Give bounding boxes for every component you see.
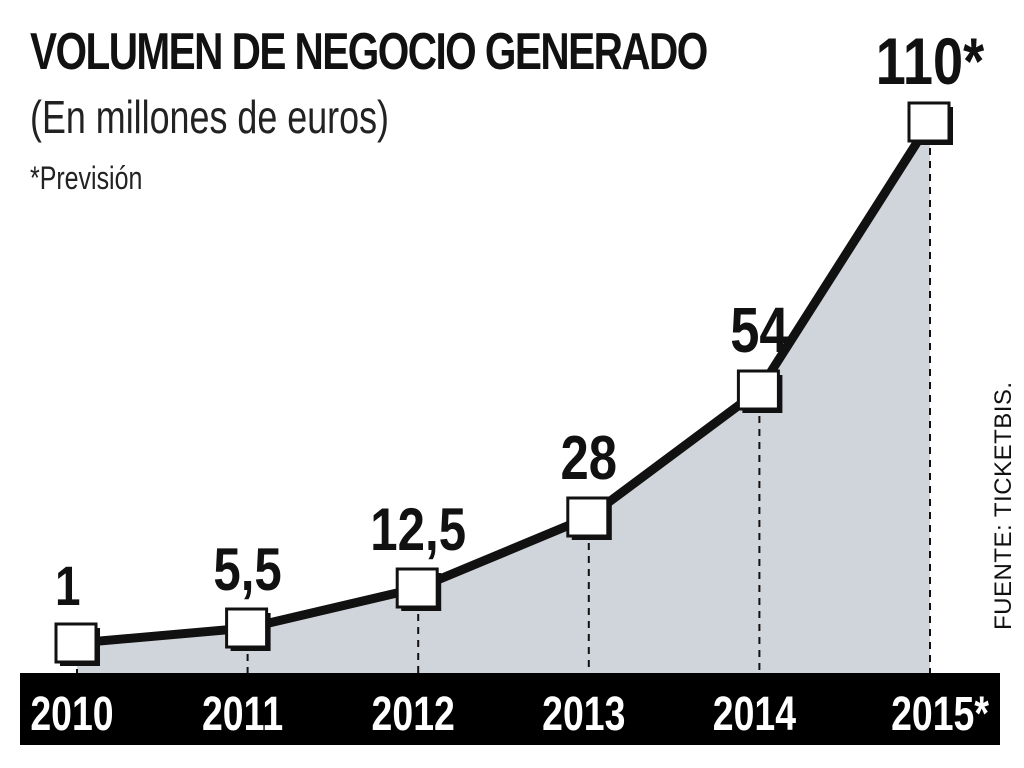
value-label-2011: 5,5 <box>213 535 281 603</box>
x-tick-label-2013: 2013 <box>542 688 625 742</box>
value-label-2012: 12,5 <box>370 495 466 563</box>
data-point-2012 <box>395 567 439 609</box>
x-axis-band <box>20 673 1000 745</box>
value-labels: 1 5,5 12,5 28 54 110* <box>55 24 985 617</box>
data-point-2014 <box>736 369 780 411</box>
value-label-2014: 54 <box>730 295 789 366</box>
area-fill <box>77 122 930 673</box>
value-label-2015*: 110* <box>876 24 985 98</box>
x-tick-label-2014: 2014 <box>713 688 796 742</box>
chart-subtitle: (En millones de euros) <box>30 91 389 143</box>
series-line <box>72 117 935 648</box>
data-point-2013 <box>566 496 610 538</box>
value-label-2013: 28 <box>561 424 618 493</box>
data-point-2015* <box>907 101 951 143</box>
dashed-guides <box>76 148 931 673</box>
x-tick-label-2011: 2011 <box>202 688 283 742</box>
x-axis-labels: 2010 2011 2012 2013 2014 2015* <box>30 688 989 742</box>
data-point-2011 <box>225 607 269 649</box>
source-credit: FUENTE: TICKETBIS. <box>990 381 1017 630</box>
x-tick-label-2012: 2012 <box>372 688 455 742</box>
x-tick-label-2010: 2010 <box>30 688 113 742</box>
x-tick-label-2015*: 2015* <box>891 688 989 742</box>
chart-title: VOLUMEN DE NEGOCIO GENERADO <box>30 23 708 81</box>
value-label-2010: 1 <box>55 555 81 617</box>
forecast-note: *Previsión <box>30 160 143 196</box>
data-markers <box>54 101 953 666</box>
data-point-2010 <box>54 622 98 664</box>
